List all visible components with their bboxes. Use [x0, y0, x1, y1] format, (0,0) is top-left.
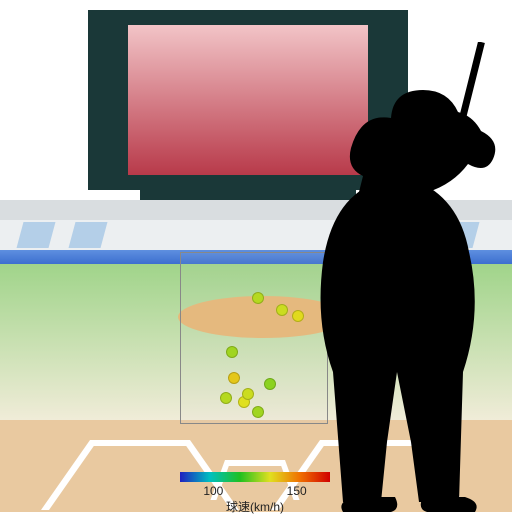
strike-zone: [180, 252, 328, 424]
pitch-marker: [242, 388, 254, 400]
pitch-marker: [220, 392, 232, 404]
pitch-marker: [228, 372, 240, 384]
pitch-location-chart: 100 150 球速(km/h): [0, 0, 512, 512]
plate-line: [90, 440, 190, 446]
pitch-marker: [264, 378, 276, 390]
batter-silhouette: [308, 42, 512, 512]
pitch-marker: [226, 346, 238, 358]
speed-tick: 100: [203, 484, 223, 498]
pitch-marker: [276, 304, 288, 316]
speed-axis-label: 球速(km/h): [226, 498, 284, 515]
pitch-marker: [252, 406, 264, 418]
pitch-marker: [252, 292, 264, 304]
speed-tick: 150: [287, 484, 307, 498]
plate-line: [225, 460, 285, 466]
pitch-marker: [292, 310, 304, 322]
